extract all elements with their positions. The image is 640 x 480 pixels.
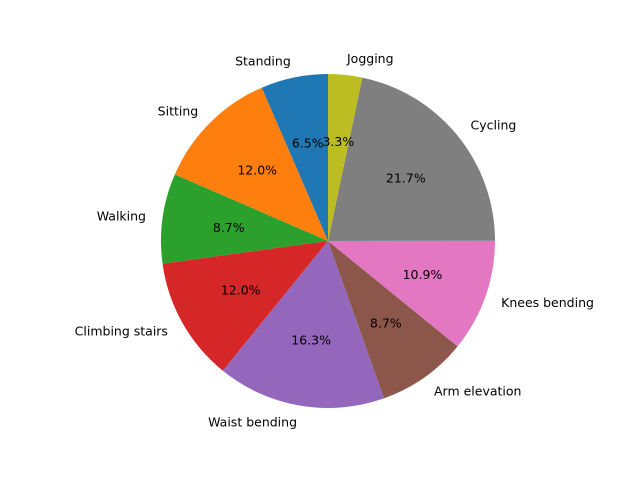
slice-jogging [328, 74, 363, 241]
slice-walking [160, 174, 328, 264]
percent-label-arm-elevation: 8.7% [370, 315, 402, 330]
slice-cycling [328, 77, 495, 241]
percent-label-cycling: 21.7% [386, 170, 426, 185]
slice-knees-bending [328, 240, 496, 347]
category-label-climbing-stairs: Climbing stairs [75, 324, 168, 339]
category-label-standing: Standing [235, 54, 291, 69]
category-label-cycling: Cycling [471, 118, 517, 133]
percent-label-sitting: 12.0% [237, 163, 277, 178]
category-label-sitting: Sitting [158, 104, 199, 119]
percent-label-waist-bending: 16.3% [291, 332, 331, 347]
percent-label-walking: 8.7% [213, 220, 245, 235]
percent-label-knees-bending: 10.9% [403, 267, 443, 282]
category-label-knees-bending: Knees bending [501, 295, 594, 310]
percentage-labels: 6.5% 12.0% 8.7% 12.0% 16.3% 8.7% 10.9% 21.7% 3.3… [213, 134, 443, 347]
slice-climbing-stairs [162, 241, 328, 371]
slice-standing [261, 74, 328, 241]
category-label-walking: Walking [97, 209, 146, 224]
category-label-arm-elevation: Arm elevation [434, 384, 521, 399]
percent-label-standing: 6.5% [292, 135, 324, 150]
slice-waist-bending [222, 241, 385, 408]
percent-label-climbing-stairs: 12.0% [221, 283, 261, 298]
category-label-jogging: Jogging [346, 51, 394, 66]
pie-slices [160, 74, 496, 408]
category-labels: Standing Sitting Walking Climbing stairs Wai… [75, 51, 594, 430]
slice-sitting [174, 87, 328, 242]
category-label-waist-bending: Waist bending [208, 415, 297, 430]
percent-label-jogging: 3.3% [322, 134, 354, 149]
slice-arm-elevation [328, 241, 458, 399]
